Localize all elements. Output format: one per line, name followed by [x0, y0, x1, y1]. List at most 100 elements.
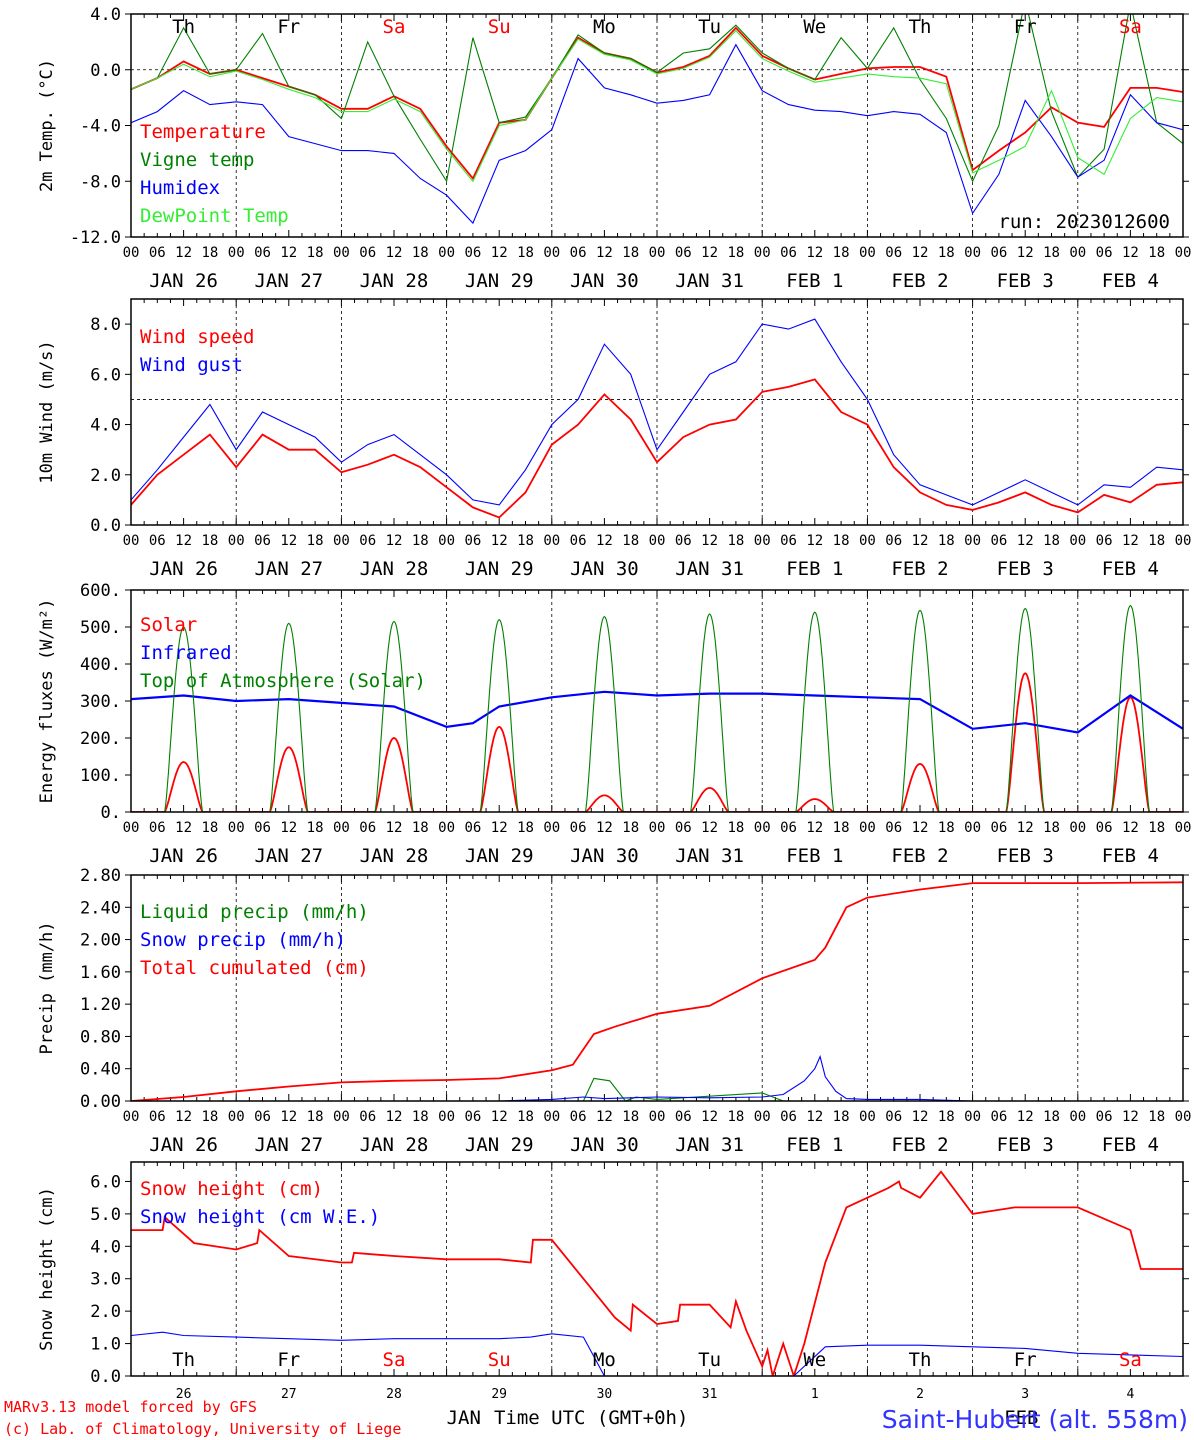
x-hour-label: 12 [806, 1109, 823, 1125]
x-hour-label: 18 [833, 533, 850, 549]
x-date-label: JAN 30 [570, 558, 639, 580]
x-date-label: FEB 1 [786, 1134, 843, 1156]
series-line [131, 1077, 1183, 1101]
x-date-label: JAN 29 [465, 558, 534, 580]
y-tick-label: 100. [80, 766, 121, 786]
y-tick-label: 2.40 [80, 898, 121, 918]
weekday-label: We [803, 16, 826, 38]
x-date-label: FEB 2 [891, 845, 948, 867]
x-hour-label: 12 [175, 820, 192, 836]
x-hour-label: 06 [359, 533, 376, 549]
x-hour-label: 18 [307, 820, 324, 836]
x-hour-label: 00 [859, 533, 876, 549]
x-hour-label: 18 [938, 1109, 955, 1125]
x-hour-label: 00 [333, 533, 350, 549]
x-hour-label: 18 [727, 820, 744, 836]
x-hour-label: 18 [517, 1109, 534, 1125]
month-jan-label: JAN [447, 1407, 481, 1429]
x-hour-label: 12 [701, 533, 718, 549]
y-tick-label: -4.0 [80, 117, 121, 137]
x-hour-label: 06 [149, 245, 166, 261]
x-date-label: FEB 3 [997, 845, 1054, 867]
weekday-label: Tu [698, 1349, 721, 1371]
x-hour-label: 12 [806, 533, 823, 549]
x-date-label: JAN 28 [360, 845, 429, 867]
x-hour-label: 00 [1175, 820, 1192, 836]
station-label: Saint-Hubert (alt. 558m) [882, 1405, 1188, 1434]
x-date-label: FEB 3 [997, 1134, 1054, 1156]
y-tick-label: 1.60 [80, 963, 121, 983]
x-hour-label: 06 [990, 1109, 1007, 1125]
series-line [131, 881, 1183, 1101]
plot-frame [130, 874, 1184, 1102]
weekday-label: Fr [277, 16, 300, 38]
x-hour-label: 18 [727, 245, 744, 261]
x-hour-label: 06 [464, 245, 481, 261]
x-hour-label: 12 [280, 533, 297, 549]
weekday-label: Su [488, 16, 511, 38]
x-hour-label: 06 [254, 533, 271, 549]
x-hour-label: 12 [912, 820, 929, 836]
x-hour-label: 12 [491, 1109, 508, 1125]
x-date-label: JAN 29 [465, 845, 534, 867]
x-hour-label: 00 [859, 820, 876, 836]
x-hour-label: 00 [649, 533, 666, 549]
x-hour-label: 00 [964, 245, 981, 261]
x-hour-label: 18 [201, 1109, 218, 1125]
x-hour-label: 00 [1069, 245, 1086, 261]
x-hour-label: 06 [570, 533, 587, 549]
x-hour-label: 00 [964, 533, 981, 549]
x-hour-label: 00 [649, 820, 666, 836]
x-hour-label: 12 [280, 820, 297, 836]
x-hour-label: 18 [1148, 533, 1165, 549]
day-number: 2 [916, 1387, 924, 1402]
x-hour-label: 18 [833, 1109, 850, 1125]
x-hour-label: 06 [885, 533, 902, 549]
x-hour-label: 00 [649, 245, 666, 261]
plot-frame [130, 13, 1184, 238]
x-hour-label: 00 [333, 820, 350, 836]
series-line [131, 14, 1183, 183]
legend-entry: Wind speed [140, 326, 254, 348]
x-hour-label: 12 [912, 533, 929, 549]
x-hour-label: 06 [254, 820, 271, 836]
x-hour-label: 06 [464, 533, 481, 549]
x-hour-label: 06 [675, 533, 692, 549]
x-date-label: JAN 27 [254, 558, 323, 580]
x-hour-label: 06 [780, 245, 797, 261]
series-group [131, 1170, 1183, 1376]
x-hour-label: 18 [727, 1109, 744, 1125]
x-axis-label: Time UTC (GMT+0h) [494, 1407, 688, 1429]
x-hour-label: 18 [622, 245, 639, 261]
x-hour-label: 12 [175, 245, 192, 261]
x-hour-label: 18 [201, 245, 218, 261]
x-date-label: JAN 31 [675, 1134, 744, 1156]
lab-credit: (c) Lab. of Climatology, University of L… [4, 1420, 401, 1438]
x-hour-label: 06 [570, 820, 587, 836]
x-date-label: FEB 2 [891, 1134, 948, 1156]
x-date-label: JAN 28 [360, 1134, 429, 1156]
x-date-label: JAN 29 [465, 270, 534, 292]
y-tick-label: 0.0 [90, 516, 121, 536]
x-hour-label: 00 [754, 820, 771, 836]
x-hour-label: 12 [1122, 820, 1139, 836]
x-hour-label: 00 [1069, 820, 1086, 836]
y-tick-label: -12.0 [70, 228, 121, 248]
x-hour-label: 06 [254, 1109, 271, 1125]
x-date-label: FEB 2 [891, 270, 948, 292]
x-hour-label: 06 [1096, 533, 1113, 549]
y-tick-label: 0.0 [90, 61, 121, 81]
x-date-label: FEB 2 [891, 558, 948, 580]
weekday-label: Th [909, 1349, 932, 1371]
panel-5: 6.0 5.0 4.0 3.0 2.0 1.0 0.0 Snow height (cm) Sno… [37, 1161, 1189, 1387]
y-tick-label: 2.0 [90, 1302, 121, 1322]
legend-entry: Liquid precip (mm/h) [140, 901, 369, 923]
panel-2: 8.0 6.0 4.0 2.0 0.0 10m Wind (m/s) 00 06 12 18 00 0… [37, 298, 1191, 580]
x-hour-label: 12 [386, 1109, 403, 1125]
day-number: 26 [176, 1387, 192, 1402]
day-number: 30 [597, 1387, 613, 1402]
x-date-label: JAN 26 [149, 270, 218, 292]
x-hour-label: 00 [123, 245, 140, 261]
legend-entry: Snow precip (mm/h) [140, 929, 346, 951]
x-date-label: JAN 28 [360, 270, 429, 292]
